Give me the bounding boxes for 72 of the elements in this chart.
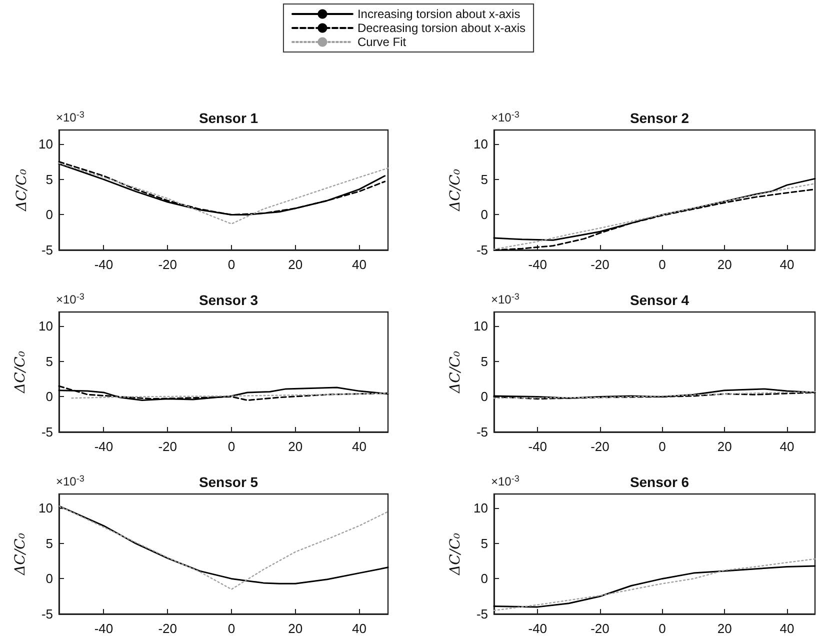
x-tick-label: 40: [780, 439, 794, 454]
x-tick-label: -40: [528, 257, 548, 272]
y-tick-label: -5: [41, 424, 53, 440]
y-tick-label: 5: [46, 172, 53, 187]
x-tick-label: 20: [717, 439, 732, 454]
x-tick-label: -20: [590, 621, 610, 636]
y-tick-label: 0: [480, 207, 488, 222]
x-tick-label: 40: [352, 439, 366, 454]
y-axis-title: ΔC/C₀: [448, 168, 464, 212]
y-tick-label: 5: [46, 536, 53, 551]
y-tick-label: -5: [476, 424, 488, 440]
y-tick-label: -5: [41, 606, 53, 622]
y-tick-label: 10: [474, 500, 488, 516]
y-tick-label: 5: [480, 354, 488, 369]
x-tick-label: -40: [94, 257, 114, 272]
y-tick-label: -5: [476, 242, 488, 258]
y-axis-title: ΔC/C₀: [12, 532, 29, 576]
line-series: [493, 565, 816, 608]
chart-title: Sensor 6: [630, 474, 690, 490]
y-tick-label: 5: [480, 536, 488, 551]
y-tick-label: 0: [480, 389, 488, 404]
x-tick-label: -20: [590, 439, 610, 454]
x-tick-label: -40: [94, 621, 114, 636]
y-axis-title: ΔC/C₀: [14, 168, 30, 212]
x-tick-label: 20: [717, 621, 732, 636]
x-tick-label: -20: [158, 439, 177, 454]
x-tick-label: 20: [288, 439, 303, 454]
x-tick-label: -40: [94, 439, 114, 454]
y-tick-label: 0: [46, 389, 53, 404]
y-tick-label: 0: [46, 207, 53, 222]
line-series: [58, 162, 389, 224]
x-tick-label: 0: [228, 621, 236, 636]
y-tick-label: 10: [474, 318, 488, 334]
line-series: [493, 558, 816, 612]
y-tick-label: 10: [38, 500, 53, 516]
x-tick-label: 20: [717, 257, 732, 272]
legend-label: Decreasing torsion about x-axis: [357, 21, 526, 35]
x-tick-label: 0: [658, 439, 666, 454]
x-tick-label: 20: [288, 257, 303, 272]
chart-title: Sensor 3: [198, 292, 258, 308]
y-tick-label: -5: [41, 242, 53, 258]
chart-title: Sensor 1: [198, 110, 258, 126]
y-tick-label: -5: [476, 606, 488, 622]
x-tick-label: -40: [528, 439, 548, 454]
y-tick-label: 10: [38, 318, 53, 334]
legend-label: Increasing torsion about x-axis: [357, 7, 520, 21]
x-tick-label: -40: [528, 621, 548, 636]
x-tick-label: 20: [288, 621, 303, 636]
x-tick-label: 40: [780, 621, 794, 636]
chart-title: Sensor 5: [198, 474, 258, 490]
y-tick-label: 0: [480, 571, 488, 586]
y-tick-label: 0: [46, 571, 53, 586]
legend-label: Curve Fit: [357, 35, 407, 49]
x-tick-label: 0: [228, 257, 236, 272]
x-tick-label: 40: [780, 257, 794, 272]
x-tick-label: -20: [590, 257, 610, 272]
x-tick-label: 40: [352, 257, 366, 272]
y-tick-label: 5: [480, 172, 488, 187]
y-tick-label: 10: [38, 136, 53, 152]
x-tick-label: -20: [158, 621, 177, 636]
y-axis-title: ΔC/C₀: [448, 350, 464, 394]
y-axis-title: ΔC/C₀: [12, 350, 29, 394]
x-tick-label: 0: [228, 439, 236, 454]
x-tick-label: 0: [658, 257, 666, 272]
x-tick-label: 0: [658, 621, 666, 636]
chart-title: Sensor 4: [630, 292, 690, 308]
y-tick-label: 10: [474, 136, 488, 152]
y-axis-title: ΔC/C₀: [448, 532, 464, 576]
chart-title: Sensor 2: [630, 110, 690, 126]
x-tick-label: -20: [158, 257, 177, 272]
y-tick-label: 5: [46, 354, 53, 369]
x-tick-label: 40: [352, 621, 366, 636]
